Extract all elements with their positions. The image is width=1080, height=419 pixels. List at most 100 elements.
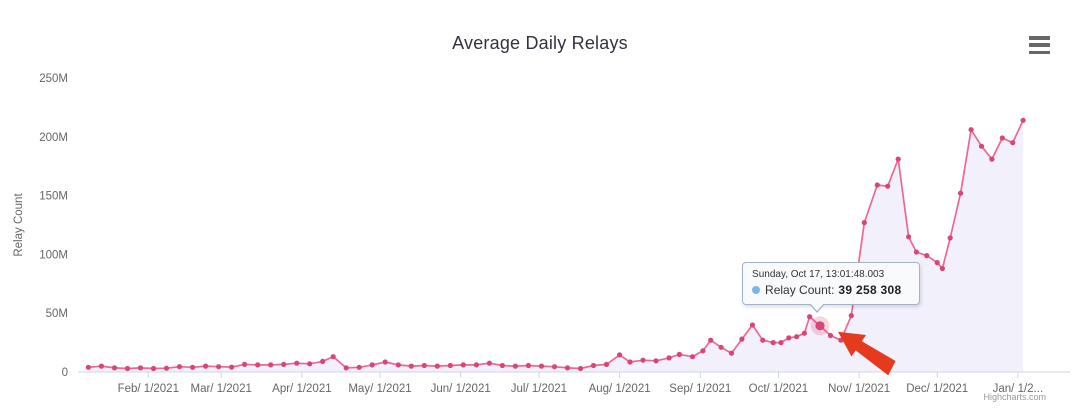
data-point-marker[interactable] <box>434 363 440 369</box>
chart-context-menu-button[interactable] <box>1028 35 1052 55</box>
data-point-marker[interactable] <box>958 190 964 196</box>
data-point-marker[interactable] <box>989 156 995 162</box>
data-point-marker[interactable] <box>242 361 248 367</box>
data-point-marker[interactable] <box>778 340 784 346</box>
data-point-marker[interactable] <box>786 335 792 341</box>
data-point-marker[interactable] <box>421 362 427 369</box>
data-point-marker[interactable] <box>395 362 401 368</box>
data-point-marker[interactable] <box>124 365 131 372</box>
x-axis-label: Feb/ 1/2021 <box>118 383 179 395</box>
x-axis-label: Apr/ 1/2021 <box>272 383 331 395</box>
data-point-marker[interactable] <box>85 364 91 370</box>
series-line <box>88 119 1024 370</box>
data-point-marker[interactable] <box>801 330 808 336</box>
data-point-marker[interactable] <box>739 336 745 342</box>
data-point-marker[interactable] <box>968 127 974 133</box>
x-axis-label: Dec/ 1/2021 <box>906 383 968 395</box>
hovered-data-point-marker[interactable] <box>815 321 825 331</box>
data-point-marker[interactable] <box>906 234 912 240</box>
data-point-marker[interactable] <box>447 362 453 369</box>
data-point-marker[interactable] <box>861 220 867 226</box>
y-axis-title: Relay Count <box>13 193 25 257</box>
data-point-marker[interactable] <box>676 351 683 357</box>
x-axis-label: Jul/ 1/2021 <box>511 383 567 395</box>
data-point-marker[interactable] <box>827 332 834 339</box>
data-point-marker[interactable] <box>176 364 183 370</box>
data-point-marker[interactable] <box>794 334 800 340</box>
data-point-marker[interactable] <box>728 350 735 356</box>
data-point-marker[interactable] <box>885 183 891 189</box>
data-point-marker[interactable] <box>1020 117 1026 123</box>
data-point-marker[interactable] <box>999 135 1005 141</box>
data-point-marker[interactable] <box>281 361 287 367</box>
data-point-marker[interactable] <box>150 365 157 372</box>
y-axis-label: 150M <box>39 191 68 203</box>
data-point-marker[interactable] <box>807 314 813 320</box>
data-point-marker[interactable] <box>627 359 633 365</box>
data-point-marker[interactable] <box>895 156 901 162</box>
y-axis-label: 100M <box>39 249 68 261</box>
data-point-marker[interactable] <box>382 359 388 365</box>
data-point-marker[interactable] <box>408 363 414 369</box>
data-point-marker[interactable] <box>939 265 946 272</box>
data-point-marker[interactable] <box>190 364 196 370</box>
x-axis-label: Jan/ 1/2... <box>993 383 1044 395</box>
highcharts-credits-link[interactable]: Highcharts.com <box>983 392 1046 402</box>
data-point-marker[interactable] <box>1010 140 1016 146</box>
data-point-marker[interactable] <box>499 362 505 369</box>
x-axis-label: Jun/ 1/2021 <box>431 383 491 395</box>
data-point-marker[interactable] <box>473 362 479 368</box>
data-point-marker[interactable] <box>666 355 672 361</box>
data-point-marker[interactable] <box>564 365 571 371</box>
data-point-marker[interactable] <box>369 362 375 368</box>
data-point-marker[interactable] <box>848 313 854 319</box>
data-point-marker[interactable] <box>137 365 144 371</box>
hamburger-icon <box>1029 50 1050 54</box>
data-point-marker[interactable] <box>617 352 623 358</box>
data-point-marker[interactable] <box>934 260 940 266</box>
data-point-marker[interactable] <box>770 340 776 346</box>
data-point-marker[interactable] <box>460 362 466 368</box>
data-point-marker[interactable] <box>307 361 313 367</box>
data-point-marker[interactable] <box>978 143 985 149</box>
data-point-marker[interactable] <box>294 360 300 366</box>
data-point-marker[interactable] <box>913 249 920 255</box>
data-point-marker[interactable] <box>749 322 756 328</box>
data-point-marker[interactable] <box>512 363 519 369</box>
data-point-marker[interactable] <box>229 364 235 370</box>
data-point-marker[interactable] <box>268 362 274 368</box>
data-point-marker[interactable] <box>760 337 766 343</box>
x-axis-label: May/ 1/2021 <box>348 383 411 395</box>
data-point-marker[interactable] <box>700 348 706 354</box>
data-point-marker[interactable] <box>718 344 724 350</box>
y-axis-label: 200M <box>39 132 68 144</box>
data-point-marker[interactable] <box>163 365 170 371</box>
data-point-marker[interactable] <box>486 360 492 366</box>
data-point-marker[interactable] <box>590 362 597 369</box>
hamburger-icon <box>1029 43 1050 47</box>
data-point-marker[interactable] <box>111 365 118 371</box>
data-point-marker[interactable] <box>320 358 326 364</box>
data-point-marker[interactable] <box>216 364 222 370</box>
data-point-marker[interactable] <box>924 253 930 259</box>
data-point-marker[interactable] <box>947 235 953 241</box>
data-point-marker[interactable] <box>577 365 584 372</box>
data-point-marker[interactable] <box>689 354 696 360</box>
data-point-marker[interactable] <box>203 363 209 369</box>
data-point-marker[interactable] <box>98 363 104 369</box>
data-point-marker[interactable] <box>874 182 880 188</box>
x-axis-label: Aug/ 1/2021 <box>589 383 651 395</box>
data-point-marker[interactable] <box>603 361 610 367</box>
data-point-marker[interactable] <box>708 337 714 343</box>
data-point-marker[interactable] <box>525 362 532 369</box>
data-point-marker[interactable] <box>343 365 349 371</box>
data-point-marker[interactable] <box>653 358 659 364</box>
data-point-marker[interactable] <box>356 364 362 370</box>
data-point-marker[interactable] <box>538 363 545 369</box>
data-point-marker[interactable] <box>551 364 558 370</box>
data-point-marker[interactable] <box>255 362 261 368</box>
data-point-marker[interactable] <box>330 354 336 360</box>
data-point-marker[interactable] <box>640 357 646 363</box>
